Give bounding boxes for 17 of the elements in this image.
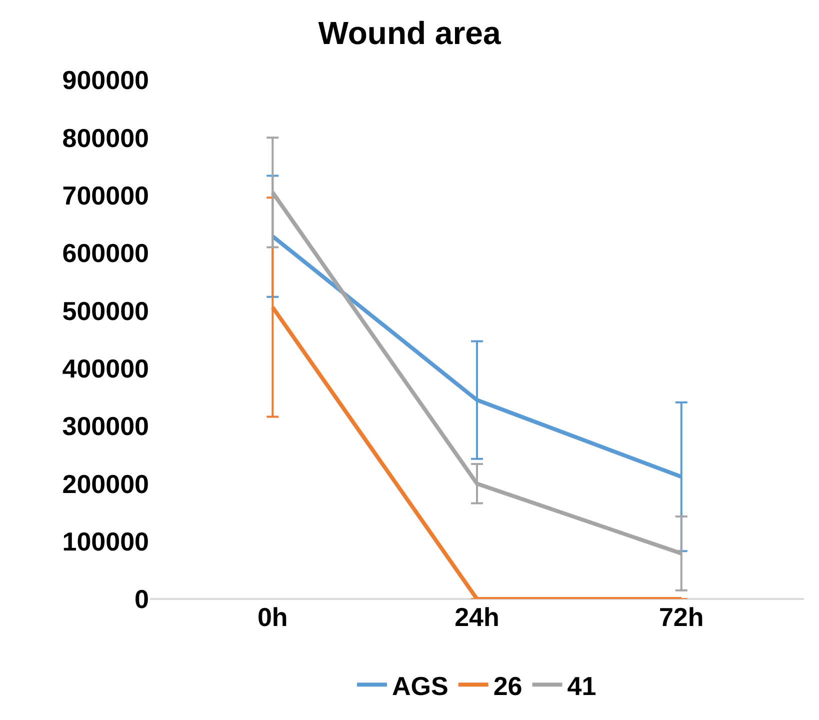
chart-title: Wound area	[318, 15, 501, 51]
legend-label: 26	[493, 670, 522, 701]
y-tick-label: 600000	[62, 238, 149, 268]
y-tick-label: 700000	[62, 180, 149, 210]
y-tick-label: 900000	[62, 65, 149, 96]
x-tick-label: 72h	[658, 602, 704, 632]
x-tick-label: 24h	[454, 602, 500, 632]
legend-label: 41	[567, 670, 596, 701]
y-tick-label: 400000	[62, 353, 149, 384]
y-tick-label: 100000	[62, 526, 149, 556]
y-tick-label: 300000	[62, 411, 149, 442]
y-tick-label: 200000	[62, 468, 149, 499]
y-tick-label: 500000	[62, 296, 149, 326]
x-tick-label: 0h	[257, 602, 288, 632]
y-tick-label: 800000	[62, 122, 149, 153]
y-tick-label: 0	[134, 584, 149, 614]
legend-label: AGS	[392, 670, 448, 701]
